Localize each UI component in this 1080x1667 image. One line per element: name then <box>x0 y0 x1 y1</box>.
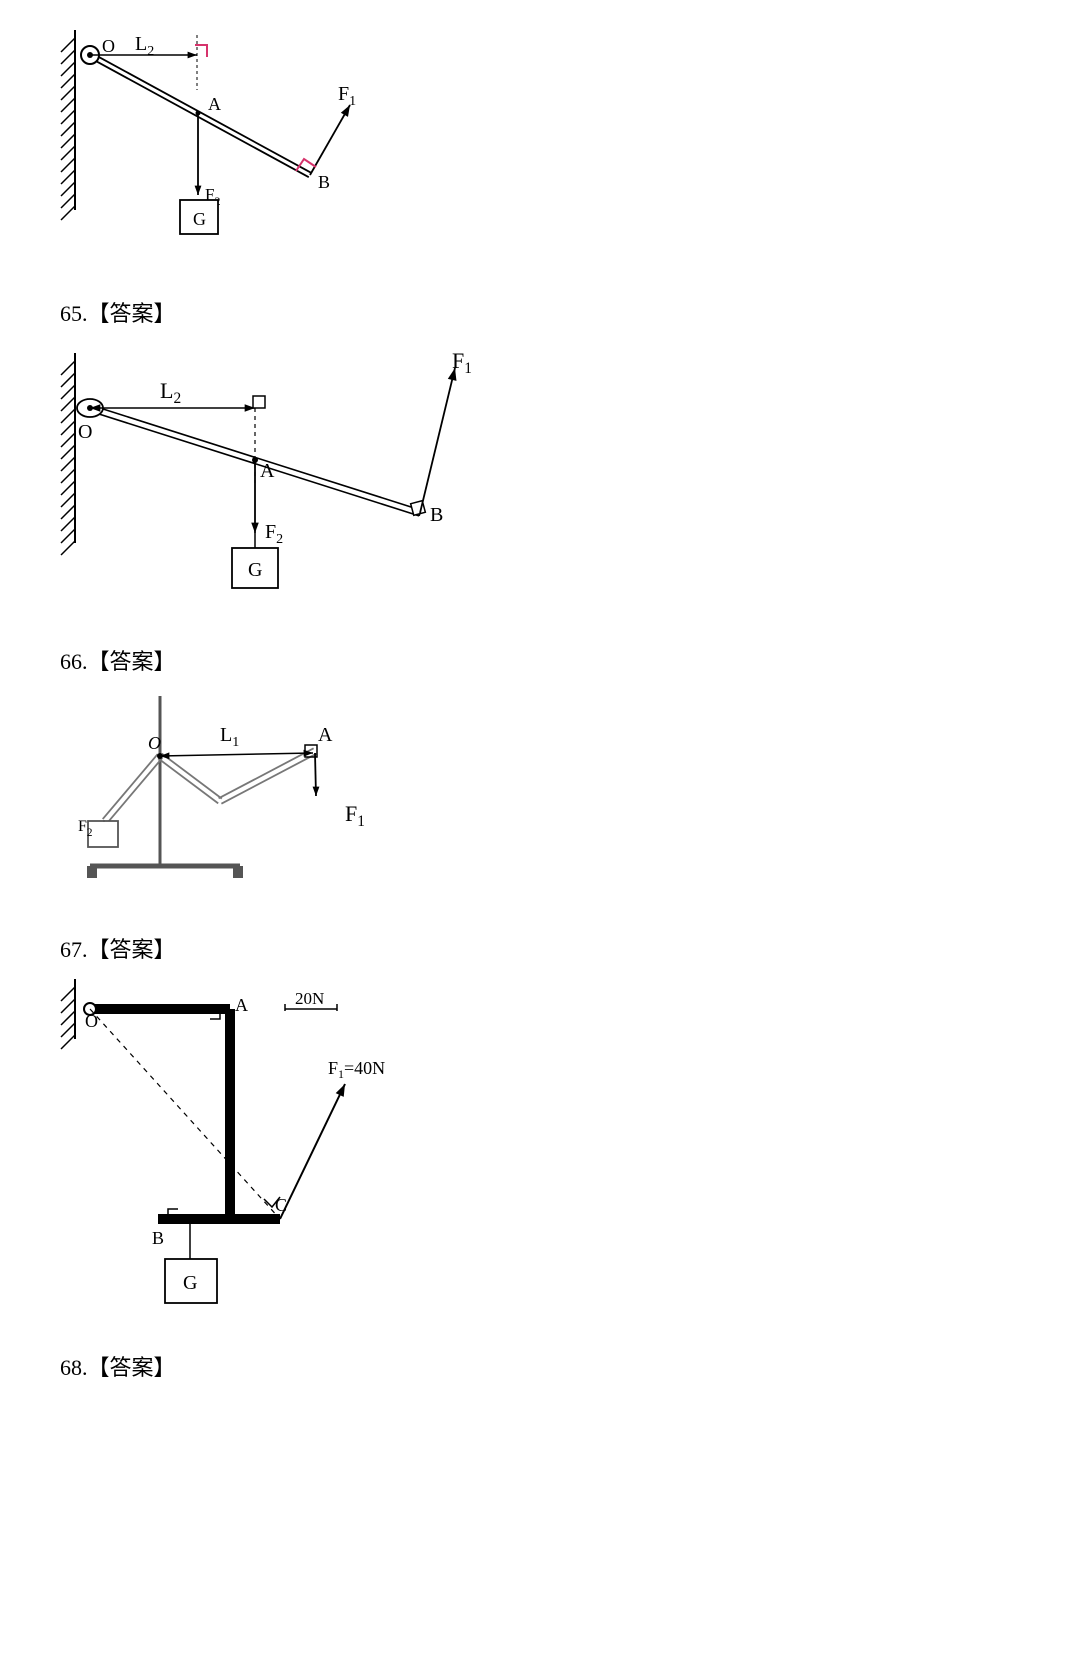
svg-text:A: A <box>235 995 248 1015</box>
figure-67: O A B C 20N F1=40N G <box>60 979 1060 1325</box>
svg-text:F1: F1 <box>452 348 472 377</box>
svg-text:B: B <box>430 504 443 526</box>
answer-67-label: 67.【答案】 <box>60 932 1060 964</box>
svg-text:B: B <box>152 1228 164 1248</box>
svg-text:F1=40N: F1=40N <box>328 1058 385 1081</box>
answer-66-label: 66.【答案】 <box>60 644 1060 676</box>
svg-text:O: O <box>85 1011 98 1031</box>
diagram-66-svg: OL1AF1F2 <box>60 691 380 901</box>
answer-68-label: 68.【答案】 <box>60 1350 1060 1382</box>
figure-65: O L2 A B F1 F2G <box>60 343 1060 619</box>
svg-text:F1: F1 <box>338 83 356 109</box>
svg-text:F1: F1 <box>345 801 365 830</box>
svg-text:G: G <box>193 209 206 229</box>
svg-text:O: O <box>78 421 92 443</box>
svg-text:C: C <box>275 1195 287 1215</box>
diagram-65-svg: O L2 A B F1 F2G <box>60 343 480 613</box>
figure-64: OL2ABF1F2G <box>60 30 1060 271</box>
figure-66: OL1AF1F2 <box>60 691 1060 907</box>
svg-text:L2: L2 <box>160 378 181 407</box>
diagram-67-svg: O A B C 20N F1=40N G <box>60 979 420 1319</box>
svg-text:F2: F2 <box>265 521 283 547</box>
svg-text:O: O <box>148 733 161 753</box>
svg-text:A: A <box>208 94 221 114</box>
svg-text:O: O <box>102 36 115 56</box>
svg-text:B: B <box>318 172 330 192</box>
svg-text:L1: L1 <box>220 724 239 750</box>
svg-text:20N: 20N <box>295 989 324 1008</box>
svg-text:G: G <box>248 559 262 581</box>
diagram-64-svg: OL2ABF1F2G <box>60 30 370 265</box>
svg-text:A: A <box>260 460 275 482</box>
svg-text:G: G <box>183 1272 197 1294</box>
answer-65-label: 65.【答案】 <box>60 296 1060 328</box>
svg-text:A: A <box>318 724 333 746</box>
